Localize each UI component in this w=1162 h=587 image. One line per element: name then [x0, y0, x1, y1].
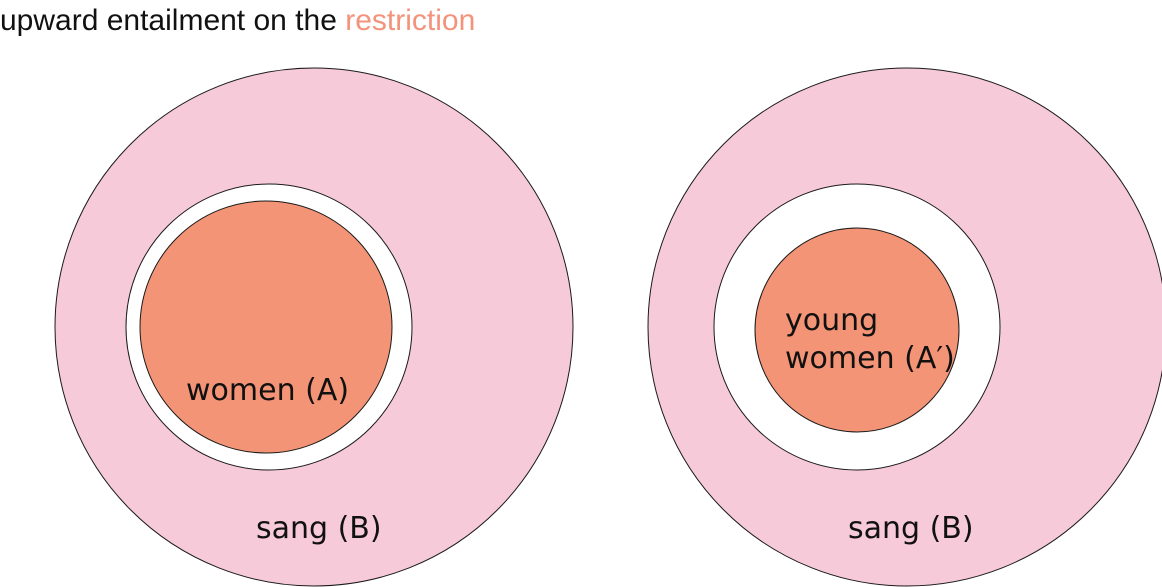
right-inner-circle — [754, 227, 960, 433]
left-venn: women (A) sang (B) — [54, 67, 574, 587]
right-inner-label-line1: young — [785, 303, 878, 338]
diagram-title: upward entailment on the restriction — [0, 0, 475, 42]
right-outer-label: sang (B) — [848, 511, 974, 546]
title-prefix: upward entailment on the — [0, 4, 346, 37]
title-highlight: restriction — [345, 4, 476, 37]
left-inner-label: women (A) — [186, 373, 349, 408]
left-inner-circle — [139, 200, 393, 454]
right-inner-label-line2: women (A′) — [785, 341, 955, 376]
right-venn: young women (A′) sang (B) — [647, 67, 1162, 587]
left-outer-label: sang (B) — [256, 511, 382, 546]
